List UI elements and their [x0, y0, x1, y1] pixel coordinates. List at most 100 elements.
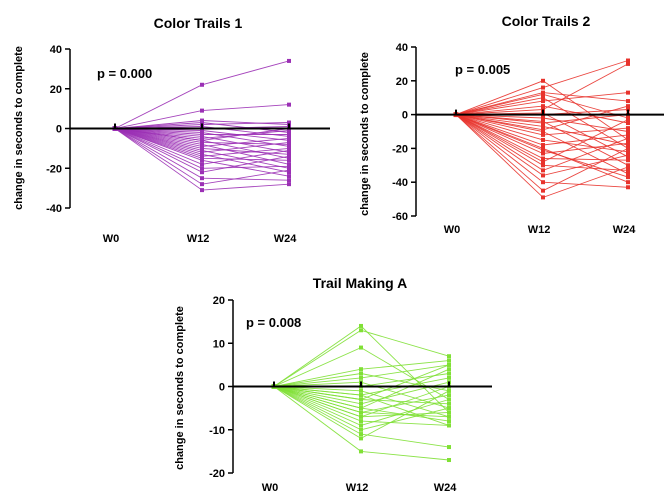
data-point — [626, 180, 630, 184]
y-tick-label: 0 — [219, 382, 225, 394]
data-point — [447, 423, 451, 427]
data-point — [287, 178, 291, 182]
data-point — [626, 185, 630, 189]
y-tick-label: 40 — [396, 42, 408, 54]
data-point — [541, 195, 545, 199]
y-tick-label: 0 — [56, 124, 62, 136]
data-point — [359, 367, 363, 371]
data-point — [359, 428, 363, 432]
p-value-annotation: p = 0.008 — [246, 315, 301, 330]
data-point — [287, 136, 291, 140]
data-point — [626, 91, 630, 95]
data-point — [359, 419, 363, 423]
data-point — [287, 132, 291, 136]
data-point — [626, 141, 630, 145]
data-point — [359, 432, 363, 436]
data-point — [447, 376, 451, 380]
data-point — [626, 153, 630, 157]
p-value-annotation: p = 0.000 — [97, 66, 152, 81]
chart-title: Color Trails 2 — [502, 13, 591, 29]
data-point — [200, 109, 204, 113]
data-point — [287, 168, 291, 172]
data-point — [541, 92, 545, 96]
data-point — [447, 419, 451, 423]
data-point — [359, 393, 363, 397]
data-point — [447, 445, 451, 449]
x-tick-label: W24 — [434, 482, 458, 491]
y-tick-label: 10 — [213, 338, 225, 350]
data-point — [287, 158, 291, 162]
data-point — [200, 83, 204, 87]
y-tick-label: 0 — [402, 110, 408, 122]
data-point — [359, 423, 363, 427]
data-point — [447, 410, 451, 414]
data-point — [541, 128, 545, 132]
data-point — [200, 182, 204, 186]
data-point — [541, 86, 545, 90]
x-tick-label: W0 — [262, 482, 279, 491]
y-tick-label: 20 — [213, 295, 225, 307]
data-point — [359, 324, 363, 328]
data-point — [200, 170, 204, 174]
x-tick-label: W12 — [346, 482, 369, 491]
data-point — [626, 158, 630, 162]
data-point — [447, 354, 451, 358]
data-point — [359, 406, 363, 410]
data-point — [447, 363, 451, 367]
y-axis-label: change in seconds to complete — [174, 306, 186, 470]
y-tick-label: -20 — [209, 468, 225, 480]
data-point — [287, 140, 291, 144]
data-point — [447, 397, 451, 401]
data-point — [287, 103, 291, 107]
data-point — [200, 188, 204, 192]
data-point — [541, 180, 545, 184]
data-point — [200, 166, 204, 170]
data-point — [359, 376, 363, 380]
data-point — [447, 393, 451, 397]
data-point — [359, 372, 363, 376]
panel-color-trails-1: Color Trails 1 change in seconds to comp… — [13, 15, 330, 245]
y-tick-label: -40 — [46, 203, 62, 215]
x-tick-label: W12 — [187, 233, 210, 245]
data-point — [541, 163, 545, 167]
x-tick-label: W0 — [103, 233, 120, 245]
data-point — [447, 406, 451, 410]
y-axis-label: change in seconds to complete — [13, 46, 25, 210]
data-point — [626, 104, 630, 108]
data-point — [359, 346, 363, 350]
data-point — [541, 79, 545, 83]
x-tick-label: W0 — [444, 224, 461, 236]
data-point — [359, 328, 363, 332]
y-tick-label: -60 — [392, 211, 408, 223]
y-tick-label: -10 — [209, 425, 225, 437]
data-point — [541, 99, 545, 103]
data-point — [447, 372, 451, 376]
data-point — [541, 173, 545, 177]
y-tick-label: -40 — [392, 177, 408, 189]
data-point — [626, 175, 630, 179]
data-point — [626, 62, 630, 66]
y-axis-label: change in seconds to complete — [359, 52, 371, 216]
data-point — [200, 176, 204, 180]
data-point — [359, 436, 363, 440]
data-point — [359, 402, 363, 406]
data-point — [626, 99, 630, 103]
data-point — [359, 449, 363, 453]
data-point — [626, 146, 630, 150]
data-point — [447, 389, 451, 393]
data-point — [200, 158, 204, 162]
data-point — [447, 458, 451, 462]
data-point — [359, 415, 363, 419]
y-tick-label: -20 — [46, 163, 62, 175]
plot-area: -60 -40 -20 0 20 40 W0 W12 W24 — [392, 42, 664, 236]
data-point — [200, 162, 204, 166]
y-tick-label: 20 — [396, 76, 408, 88]
data-point — [359, 410, 363, 414]
data-point — [626, 165, 630, 169]
panel-color-trails-2: Color Trails 2 change in seconds to comp… — [359, 13, 664, 236]
x-tick-label: W12 — [528, 224, 551, 236]
data-point — [447, 367, 451, 371]
data-point — [541, 148, 545, 152]
data-point — [447, 402, 451, 406]
